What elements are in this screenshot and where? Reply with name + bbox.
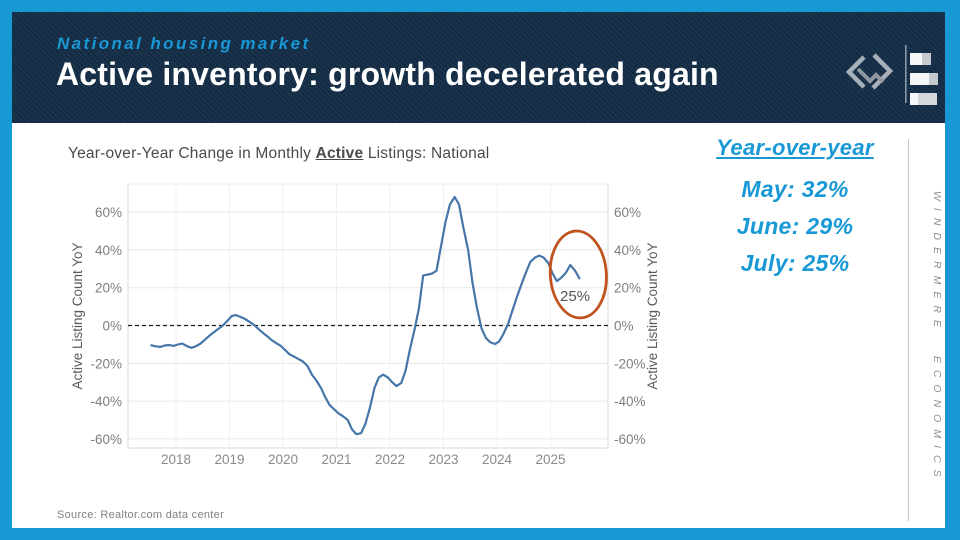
y-tick-label-right: -40% [614, 394, 646, 409]
series-line [150, 195, 581, 436]
x-tick-label: 2021 [321, 452, 351, 467]
y-tick-label-right: 0% [614, 319, 634, 334]
y-tick-label-right: 60% [614, 205, 641, 220]
chart-title: Year-over-Year Change in Monthly Active … [68, 145, 489, 163]
windermere-economics-logo [845, 45, 938, 105]
x-tick-label: 2019 [214, 452, 244, 467]
chart-title-suffix: Listings: National [363, 145, 490, 162]
y-tick-label-left: -20% [90, 356, 122, 371]
callout-heading: Year-over-year [716, 135, 874, 160]
chart-title-prefix: Year-over-Year Change in Monthly [68, 145, 316, 162]
y-tick-label-right: -60% [614, 432, 646, 447]
vertical-brand-text: WINDERMERE ECONOMICS [931, 190, 943, 484]
y-tick-label-left: 20% [95, 281, 122, 296]
source-note: Source: Realtor.com data center [57, 509, 225, 521]
x-tick-label: 2022 [375, 452, 405, 467]
eyebrow-label: National housing market [57, 34, 311, 53]
windermere-w-icon [845, 53, 894, 90]
y-tick-label-right: 40% [614, 243, 641, 258]
callout-line: July: 25% [740, 250, 850, 276]
annotation-ellipse [548, 229, 608, 320]
bar-chart-icon [905, 45, 938, 105]
y-tick-label-right: -20% [614, 356, 646, 371]
x-tick-label: 2024 [482, 452, 513, 467]
callout-line: May: 32% [741, 176, 849, 202]
y-axis-title-right: Active Listing Count YoY [645, 242, 660, 389]
y-axis-title-left: Active Listing Count YoY [70, 242, 85, 389]
annotation-label: 25% [560, 288, 590, 305]
callout: Year-over-year May: 32% June: 29% July: 25… [688, 135, 902, 282]
sidebar-divider [908, 139, 909, 521]
slide-header: National housing market Active inventory… [12, 12, 945, 123]
page-title: Active inventory: growth decelerated aga… [56, 56, 719, 92]
y-tick-label-left: 0% [102, 319, 122, 334]
y-tick-label-left: 40% [95, 243, 122, 258]
y-tick-label-left: -60% [90, 432, 122, 447]
y-tick-label-left: 60% [95, 205, 122, 220]
x-tick-label: 2023 [428, 452, 458, 467]
chart-title-emphasis: Active [315, 145, 364, 162]
line-chart: 25% 60% 60% 40% 40% 20% 20% 0% 0% -20% -20% -40% -40… [70, 183, 660, 467]
x-tick-label: 2020 [268, 452, 298, 467]
content-card: Year-over-Year Change in Monthly Active … [12, 123, 945, 528]
y-tick-label-right: 20% [614, 281, 641, 296]
x-tick-label: 2018 [161, 452, 191, 467]
callout-line: June: 29% [736, 213, 854, 239]
callout-lines: May: 32% June: 29% July: 25% [688, 171, 902, 282]
x-tick-label: 2025 [535, 452, 565, 467]
y-tick-label-left: -40% [90, 394, 122, 409]
